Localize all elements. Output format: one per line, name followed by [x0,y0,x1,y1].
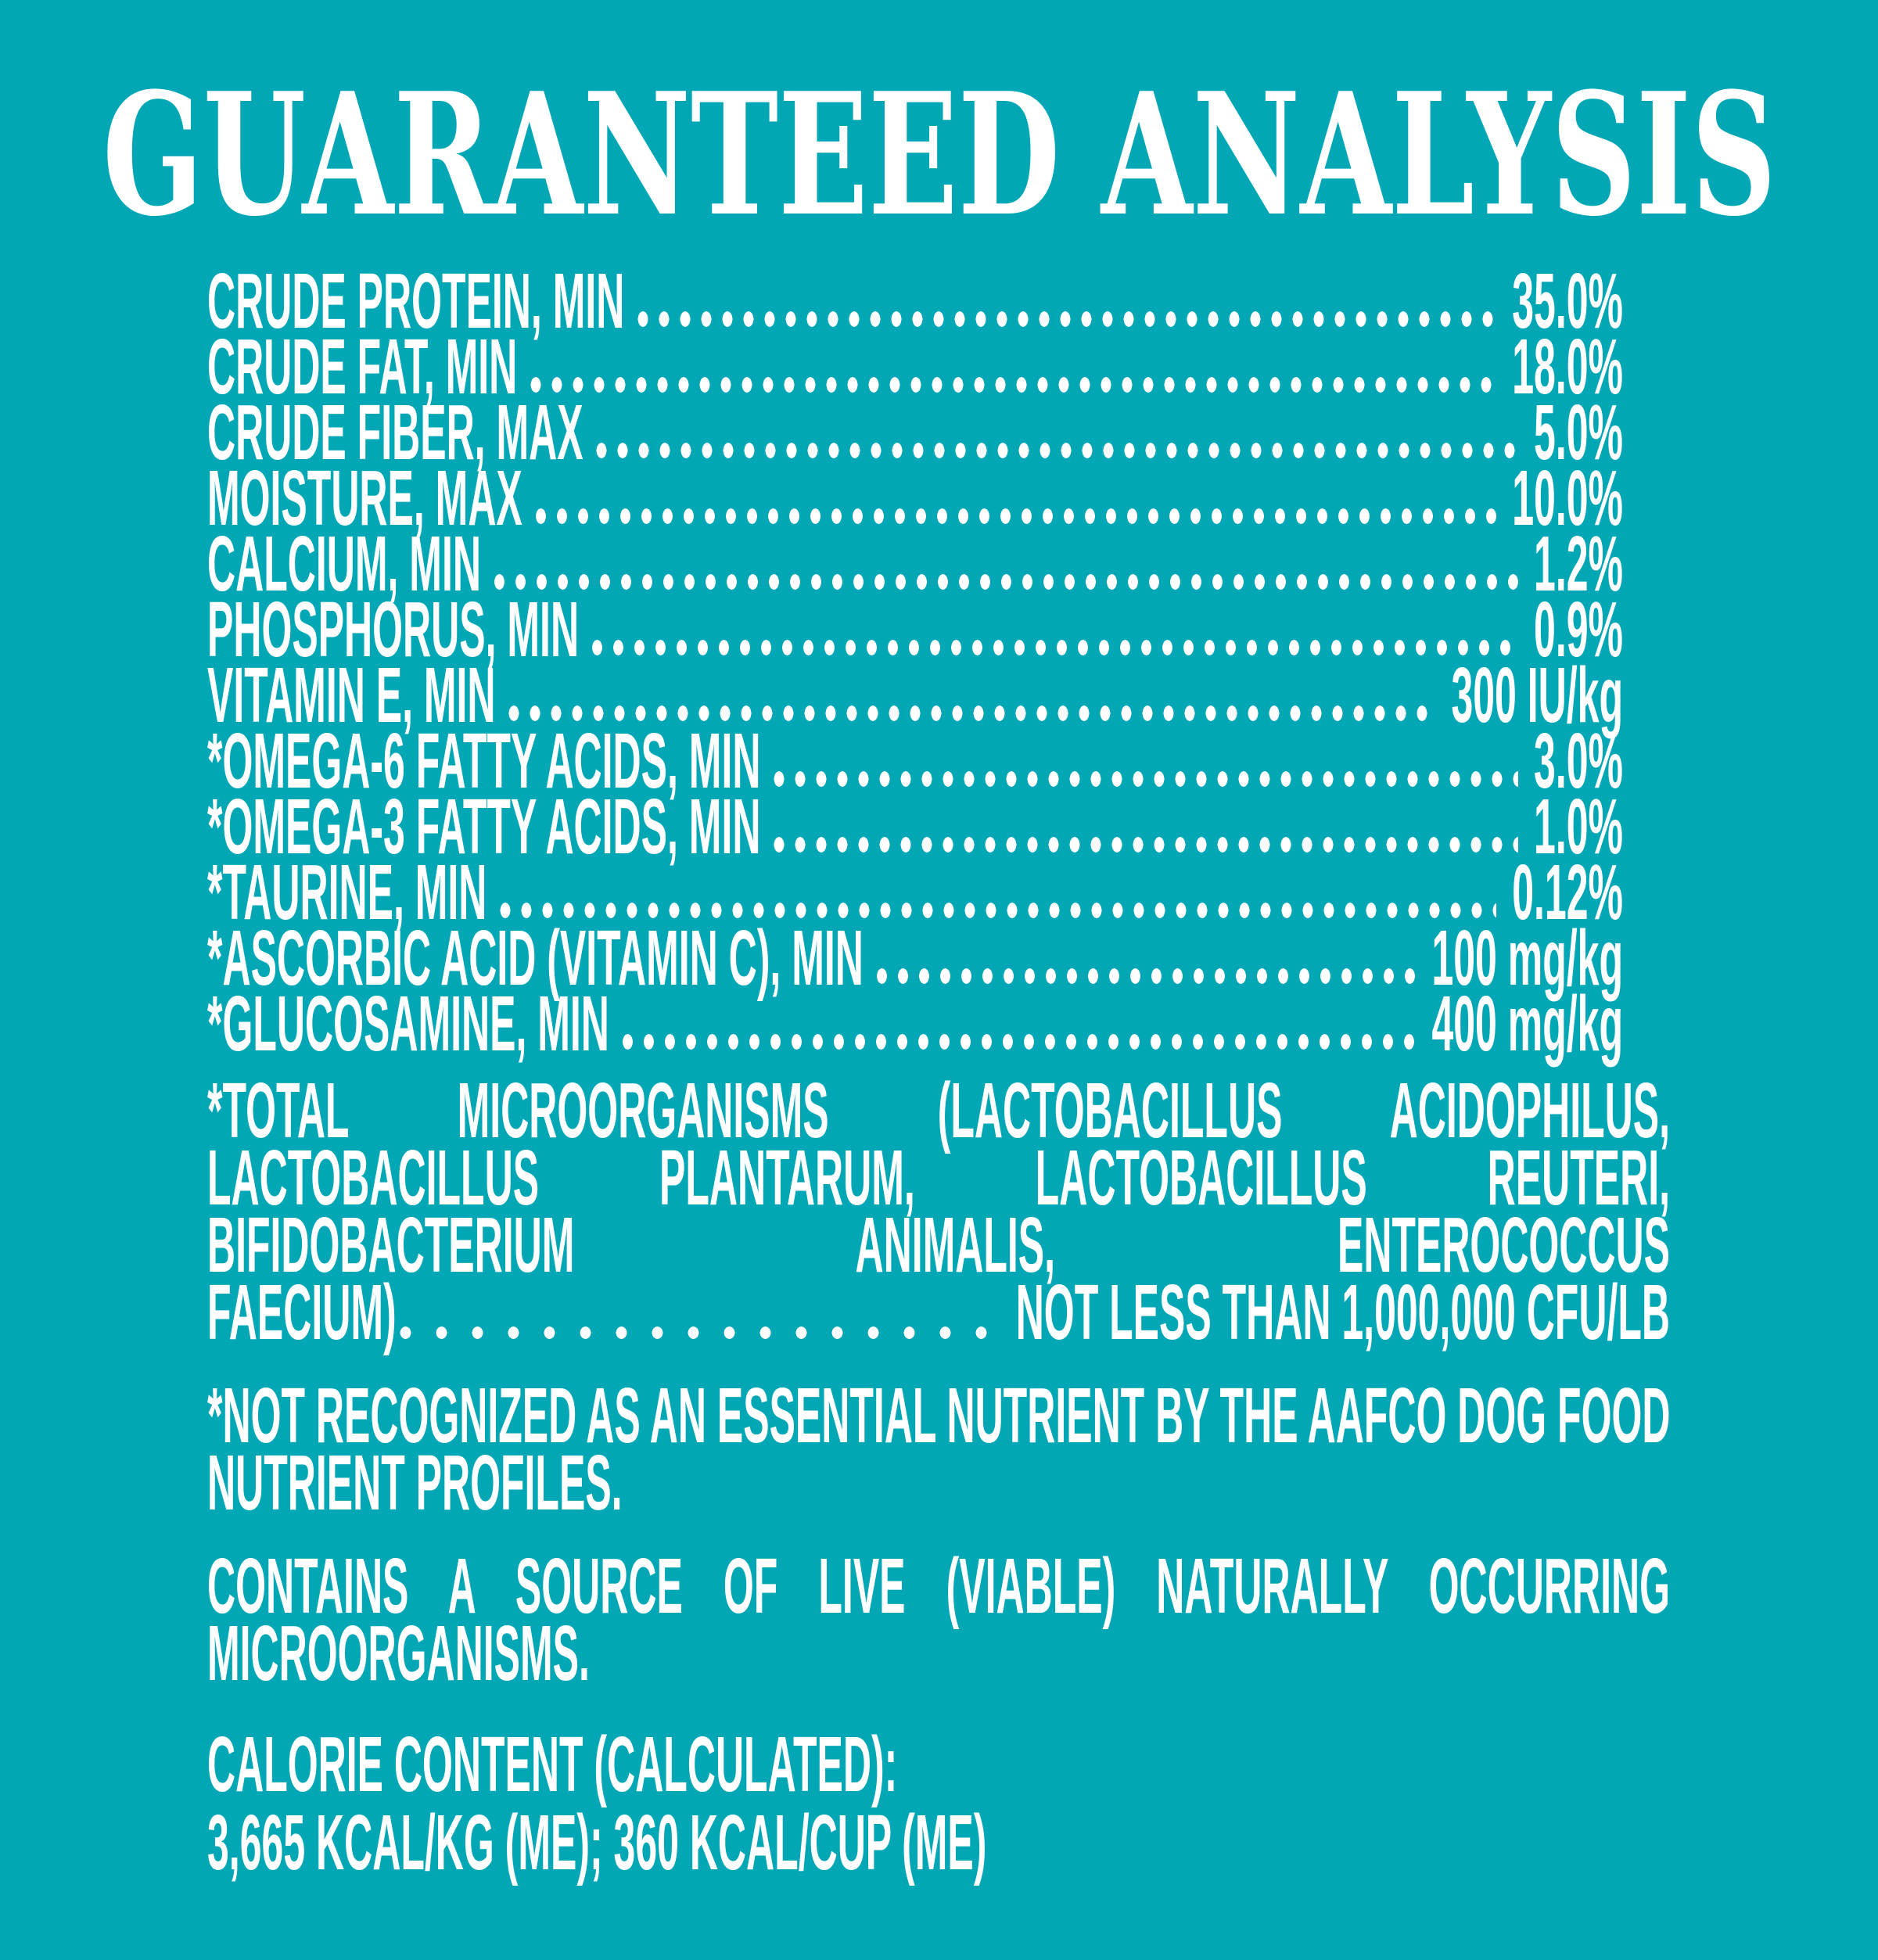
nutrient-label: *GLUCOSAMINE, MIN [207,980,609,1068]
microorganisms-line: BIFIDOBACTERIUM ANIMALIS, ENTEROCOCCUS [207,1201,1670,1289]
nutrient-value: 100 mg/kg [1431,914,1623,1002]
label-content: CRUDE PROTEIN, MIN 35.0% CRUDE FAT, MIN … [207,257,1878,1886]
dot-leader [508,705,1436,722]
table-row: *OMEGA-3 FATTY ACIDS, MIN 1.0% [207,783,1623,871]
calorie-values-text: 3,665 KCAL/KG (ME); 360 KCAL/CUP (ME) [207,1799,987,1886]
nutrient-value: 35.0% [1512,257,1623,345]
nutrient-label: *ASCORBIC ACID (VITAMIN C), MIN [207,914,864,1002]
microorganisms-line: FAECIUM) NOT LESS THAN 1,000,000 CFU/LB [207,1269,1670,1356]
guaranteed-analysis-panel: GUARANTEED ANALYSIS CRUDE PROTEIN, MIN 3… [0,82,1878,1960]
calorie-heading-text: CALORIE CONTENT (CALCULATED): [207,1721,898,1808]
nutrient-label: MOISTURE, MAX [207,454,522,542]
table-row: CALCIUM, MIN 1.2% [207,520,1623,608]
nutrient-value: 3.0% [1534,717,1623,805]
microorganisms-paragraph: *TOTAL MICROORGANISMS (LACTOBACILLUS ACI… [207,1067,1670,1356]
calorie-content-values: 3,665 KCAL/KG (ME); 360 KCAL/CUP (ME) [207,1799,1670,1886]
nutrient-value: 300 IU/kg [1451,652,1623,739]
microorganisms-line: *TOTAL MICROORGANISMS (LACTOBACILLUS ACI… [207,1067,1670,1154]
live-microorganisms-note: CONTAINS A SOURCE OF LIVE (VIABLE) NATUR… [207,1542,1670,1697]
nutrient-label: *OMEGA-6 FATTY ACIDS, MIN [207,717,761,805]
contains-line: CONTAINS A SOURCE OF LIVE (VIABLE) NATUR… [207,1542,1670,1630]
table-row: CRUDE PROTEIN, MIN 35.0% [207,257,1623,345]
nutrient-label: CRUDE FAT, MIN [207,323,518,411]
nutrient-label: VITAMIN E, MIN [207,652,496,739]
nutrient-label: PHOSPHORUS, MIN [207,586,580,673]
dot-leader [500,902,1497,919]
dot-leader [592,639,1519,656]
calorie-content-heading: CALORIE CONTENT (CALCULATED): [207,1721,1670,1808]
nutrient-value: 10.0% [1512,454,1623,542]
nutrient-label: *OMEGA-3 FATTY ACIDS, MIN [207,783,761,871]
table-row: PHOSPHORUS, MIN 0.9% [207,586,1623,673]
contains-line: MICROORGANISMS. [207,1610,590,1697]
table-row: CRUDE FIBER, MAX 5.0% [207,389,1623,476]
table-row: *ASCORBIC ACID (VITAMIN C), MIN 100 mg/k… [207,914,1623,1002]
nutrient-value: 1.2% [1534,520,1623,608]
dot-leader [622,1033,1417,1050]
nutrient-value: 18.0% [1512,323,1623,411]
dot-leader [637,311,1497,328]
dot-leader [530,376,1497,393]
page-title: GUARANTEED ANALYSIS [102,82,1776,231]
dot-leader [774,770,1519,788]
nutrient-label: *TAURINE, MIN [207,849,487,936]
nutrient-value: 1.0% [1534,783,1623,871]
dot-leader [494,573,1519,591]
footnote-line: NUTRIENT PROFILES. [207,1439,623,1527]
microorganisms-line4-left: FAECIUM) [207,1269,397,1356]
microorganisms-line4-right: NOT LESS THAN 1,000,000 CFU/LB [1015,1269,1670,1356]
table-row: *GLUCOSAMINE, MIN 400 mg/kg [207,980,1623,1068]
nutrient-value: 0.9% [1534,586,1623,673]
table-row: *OMEGA-6 FATTY ACIDS, MIN 3.0% [207,717,1623,805]
nutrient-value: 400 mg/kg [1431,980,1623,1068]
table-row: *TAURINE, MIN 0.12% [207,849,1623,936]
nutrient-value: 0.12% [1512,849,1623,936]
page-title-text: GUARANTEED ANALYSIS [102,82,1776,231]
aafco-footnote: *NOT RECOGNIZED AS AN ESSENTIAL NUTRIENT… [207,1372,1671,1527]
dot-leader [876,967,1417,985]
dot-leader [535,508,1497,525]
nutrient-table: CRUDE PROTEIN, MIN 35.0% CRUDE FAT, MIN … [207,257,1623,1068]
table-row: CRUDE FAT, MIN 18.0% [207,323,1623,411]
table-row: VITAMIN E, MIN 300 IU/kg [207,652,1623,739]
dot-leader [400,1326,1005,1339]
nutrient-label: CRUDE FIBER, MAX [207,389,584,476]
nutrient-value: 5.0% [1534,389,1623,476]
dot-leader [596,442,1519,459]
microorganisms-line: LACTOBACILLUS PLANTARUM, LACTOBACILLUS R… [207,1134,1670,1222]
footnote-line: *NOT RECOGNIZED AS AN ESSENTIAL NUTRIENT… [207,1372,1671,1459]
nutrient-label: CALCIUM, MIN [207,520,481,608]
nutrient-label: CRUDE PROTEIN, MIN [207,257,625,345]
table-row: MOISTURE, MAX 10.0% [207,454,1623,542]
dot-leader [774,836,1519,853]
